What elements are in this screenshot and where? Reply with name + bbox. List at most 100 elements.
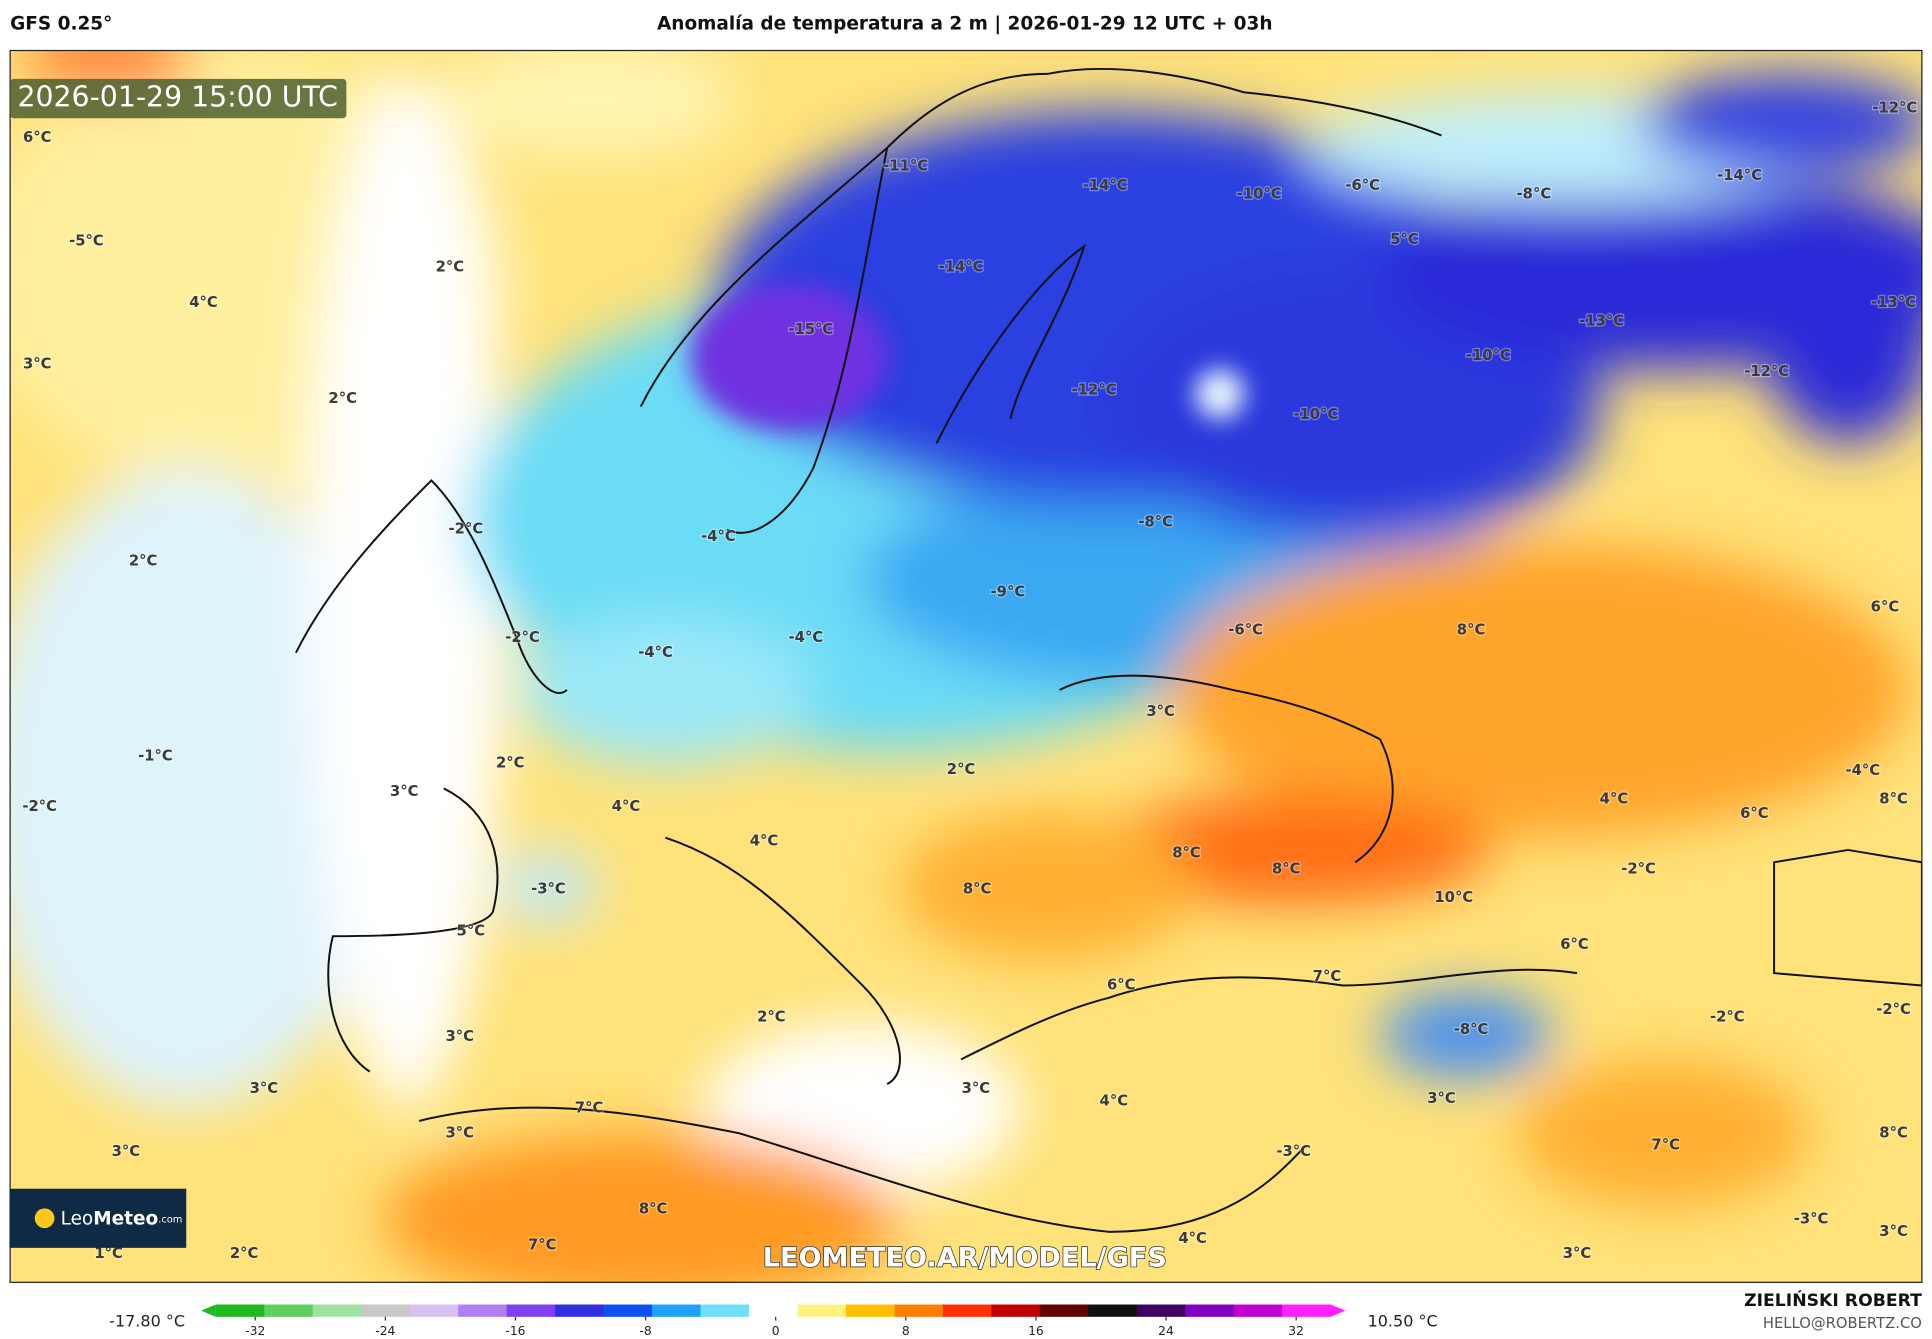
temperature-label: 2°C	[757, 1008, 786, 1025]
temperature-label: 4°C	[1100, 1092, 1129, 1109]
temperature-label: 5°C	[457, 922, 486, 939]
temperature-label: -2°C	[449, 521, 484, 538]
temperature-label: -15°C	[788, 321, 833, 338]
colorbar-tick-label: -8	[639, 1324, 651, 1338]
colorbar-segment	[458, 1304, 508, 1317]
temperature-label: 8°C	[1879, 1124, 1908, 1141]
coastlines	[295, 67, 1922, 1233]
colorbar-segment	[215, 1304, 265, 1317]
logo-domain: .com	[158, 1215, 182, 1226]
temperature-label: -14°C	[1083, 177, 1128, 194]
temperature-label: 8°C	[1272, 861, 1301, 878]
temperature-label: 7°C	[575, 1100, 604, 1117]
colorbar-segment	[1282, 1304, 1332, 1317]
temperature-label: -6°C	[1228, 622, 1263, 639]
temperature-label: -2°C	[22, 798, 57, 815]
colorbar-segment	[1233, 1304, 1283, 1317]
colorbar-max: 10.50 °C	[1368, 1311, 1438, 1330]
temperature-label: 7°C	[528, 1236, 557, 1253]
colorbar-arrow-right	[1330, 1304, 1346, 1317]
timestamp-box	[10, 78, 347, 119]
temperature-label: -10°C	[1293, 406, 1338, 423]
temperature-label: 4°C	[750, 832, 779, 849]
model-label: GFS 0.25°	[10, 14, 112, 35]
temperature-label: 8°C	[1457, 622, 1486, 639]
colorbar-min: -17.80 °C	[109, 1311, 185, 1330]
map-labels: 6°C -5°C 4°C 3°C 2°C 2°C -11°C -14°C -10°C -6°C -8…	[21, 98, 1918, 1263]
temperature-label: 4°C	[612, 798, 641, 815]
temperature-label: 3°C	[23, 356, 52, 373]
temperature-label: -4°C	[789, 629, 824, 646]
colorbar-segment	[409, 1304, 459, 1317]
logo-text: LeoMeteo.com	[61, 1209, 183, 1230]
colorbar-segment	[361, 1304, 411, 1317]
temperature-label: -2°C	[1621, 861, 1656, 878]
colorbar-segment	[748, 1304, 799, 1317]
colorbar-segment	[942, 1304, 992, 1317]
colorbar-tick-label: -24	[375, 1324, 395, 1338]
temperature-label: 3°C	[250, 1080, 279, 1097]
temperature-label: -9°C	[991, 584, 1026, 601]
temperature-label: -12°C	[1872, 99, 1917, 116]
temperature-label: -2°C	[1876, 1001, 1911, 1018]
temperature-label: 7°C	[1313, 968, 1342, 985]
temperature-label: -3°C	[531, 880, 566, 897]
temperature-label: -3°C	[1794, 1211, 1829, 1228]
temperature-label: 3°C	[1146, 703, 1175, 720]
colorbar-segment	[506, 1304, 556, 1317]
watermark: LEOMETEO.AR/MODEL/GFS	[763, 1242, 1167, 1273]
temperature-label: -10°C	[1466, 347, 1511, 364]
credit-name: ZIELIŃSKI ROBERT	[1744, 1289, 1922, 1311]
logo-bold: Meteo	[93, 1209, 158, 1230]
temperature-label: 6°C	[1560, 936, 1589, 953]
logo-sun	[34, 1208, 55, 1229]
colorbar-tick-label: 16	[1028, 1324, 1044, 1338]
temperature-label: 3°C	[390, 783, 419, 800]
temperature-label: -12°C	[1744, 363, 1789, 380]
colorbar-segment	[894, 1304, 944, 1317]
colorbar-segment	[1088, 1304, 1138, 1317]
temperature-label: 6°C	[23, 129, 52, 146]
temperature-label: 10°C	[1434, 889, 1473, 906]
temperature-label: -11°C	[883, 157, 928, 174]
logo-light: Leo	[61, 1209, 94, 1230]
colorbar-segment	[603, 1304, 653, 1317]
temperature-label: -3°C	[1276, 1143, 1311, 1160]
temperature-label: 2°C	[328, 390, 357, 407]
colorbar-tick-label: 8	[902, 1324, 910, 1338]
colorbar: -32 -24 -16 -8 0 8 16 24 32	[201, 1304, 1346, 1338]
temperature-label: -10°C	[1237, 186, 1282, 203]
temperature-label: 2°C	[230, 1245, 259, 1262]
temperature-label: 3°C	[1563, 1245, 1592, 1262]
temperature-label: -5°C	[69, 232, 104, 249]
temperature-label: 5°C	[1390, 231, 1419, 248]
temperature-label: 2°C	[436, 258, 464, 275]
temperature-label: -13°C	[1579, 313, 1624, 330]
map-title: Anomalía de temperatura a 2 m | 2026-01-…	[657, 14, 1273, 35]
temperature-label: 2°C	[947, 761, 976, 778]
map-frame	[9, 49, 1923, 1283]
temperature-label: -1°C	[138, 747, 173, 764]
temperature-label: 3°C	[445, 1124, 474, 1141]
colorbar-tick-label: -32	[245, 1324, 265, 1338]
temperature-label: 8°C	[1879, 790, 1908, 807]
colorbar-tick-label: 24	[1158, 1324, 1174, 1338]
temperature-label: -4°C	[701, 528, 736, 545]
colorbar-segment	[264, 1304, 314, 1317]
colorbar-segment	[700, 1304, 750, 1317]
colorbar-segment	[1185, 1304, 1235, 1317]
temperature-label: -6°C	[1345, 177, 1380, 194]
colorbar-segment	[1039, 1304, 1089, 1317]
colorbar-tick-label: -16	[505, 1324, 525, 1338]
temperature-label: 1°C	[94, 1245, 123, 1262]
temperature-label: -8°C	[1517, 186, 1552, 203]
temperature-label: 2°C	[496, 755, 525, 772]
temperature-label: 6°C	[1740, 805, 1769, 822]
temperature-label: -4°C	[1845, 762, 1880, 779]
temperature-label: 3°C	[1427, 1090, 1456, 1107]
temperature-label: -14°C	[1717, 167, 1762, 184]
temperature-label: -8°C	[1454, 1021, 1489, 1038]
colorbar-tick-label: 0	[772, 1324, 780, 1338]
